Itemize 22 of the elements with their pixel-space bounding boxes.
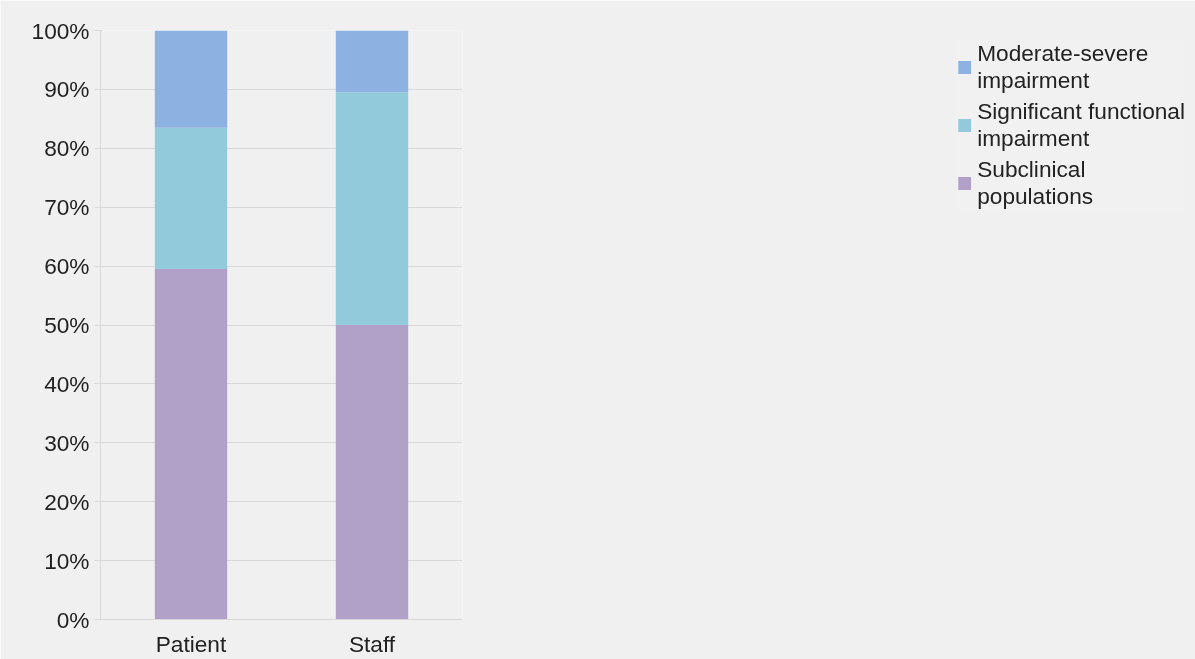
legend-label: Subclinical populations (977, 156, 1094, 210)
x-tick-label: Patient (155, 630, 227, 657)
y-tick-label: 10% (44, 547, 90, 574)
legend-label: Moderate-severe impairment (977, 40, 1149, 94)
y-tick-label: 80% (44, 135, 90, 162)
y-tick-label: 70% (44, 194, 90, 221)
x-tick-label: Staff (348, 630, 396, 657)
bar (154, 269, 228, 620)
bar (335, 30, 409, 93)
bar (154, 127, 228, 270)
y-tick-label: 30% (44, 429, 90, 456)
y-tick-label: 20% (44, 488, 90, 515)
y-tick-label: 100% (31, 17, 90, 44)
legend-label: Significant functional impairment (977, 98, 1185, 152)
y-tick-label: 90% (44, 76, 90, 103)
y-tick-label: 0% (56, 606, 90, 633)
bar (154, 30, 228, 128)
bar (335, 325, 409, 620)
y-tick-label: 50% (44, 312, 90, 338)
bar (335, 92, 409, 325)
y-tick-label: 60% (44, 253, 90, 280)
y-tick-label: 40% (44, 370, 90, 397)
